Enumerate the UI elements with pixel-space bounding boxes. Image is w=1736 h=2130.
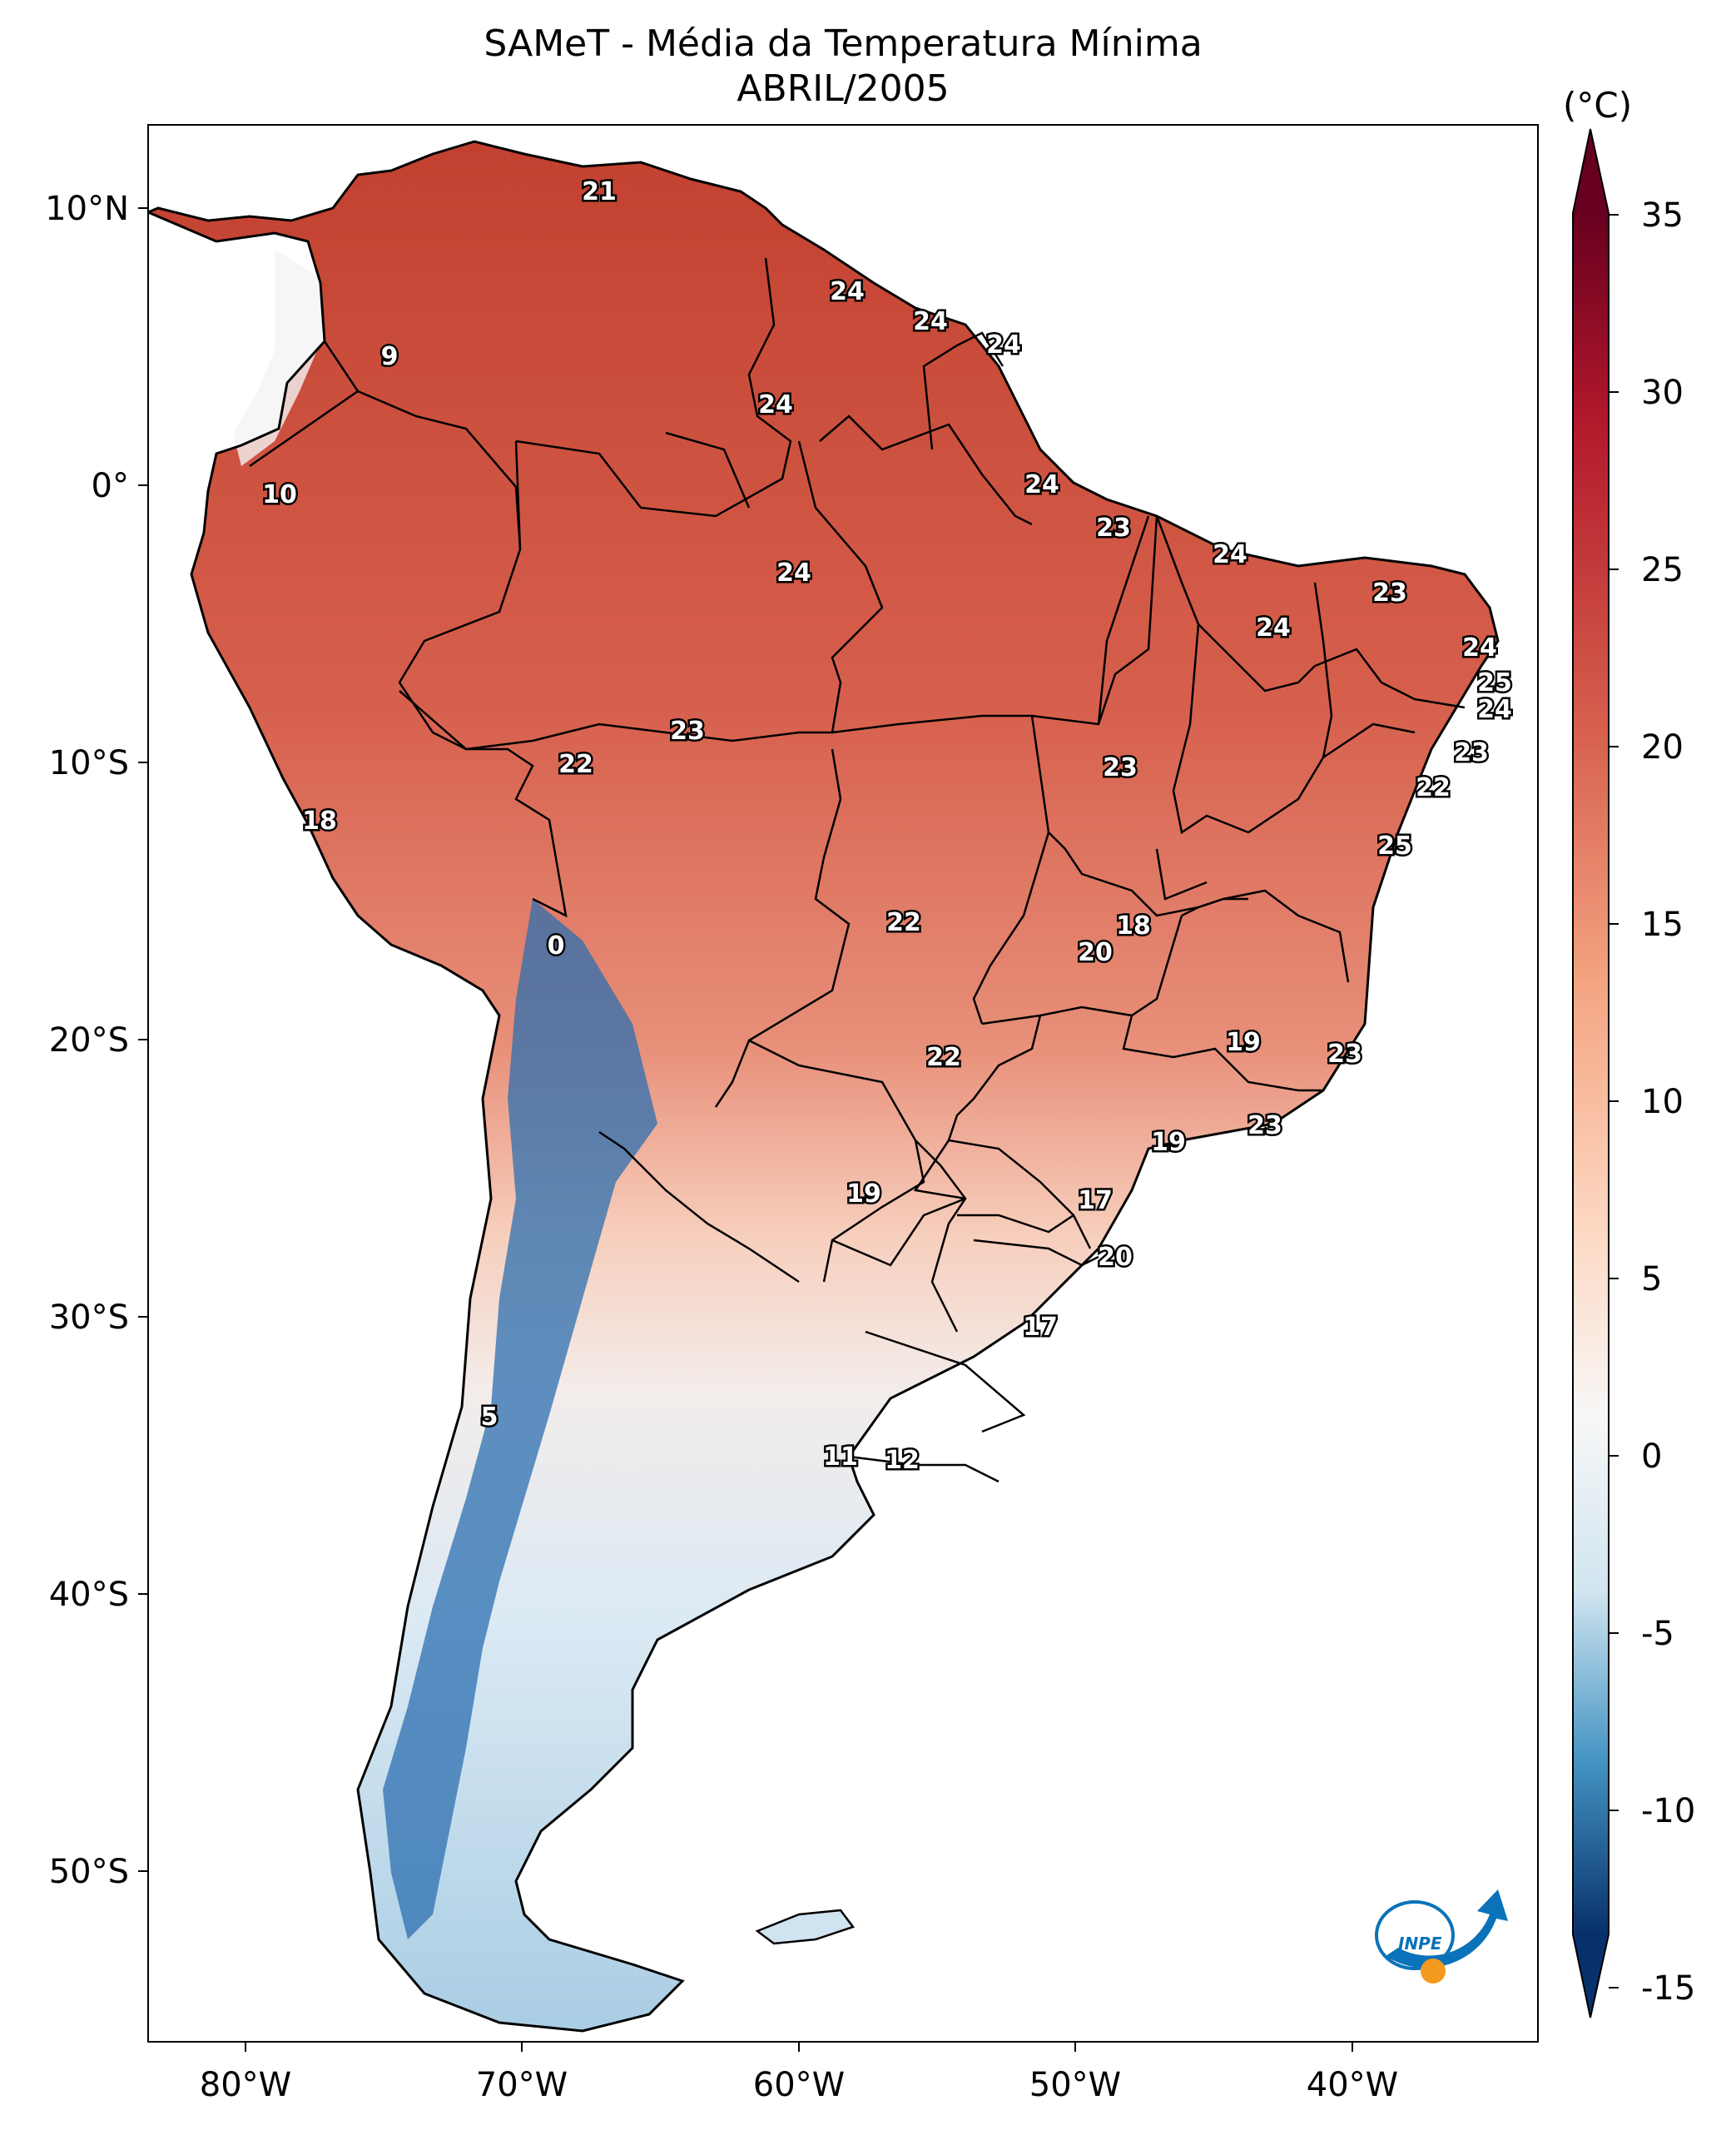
political-borders [249,257,1466,1483]
value-label: 25 [1477,668,1512,698]
value-label: 25 [1377,832,1412,861]
value-label: 23 [1247,1111,1282,1140]
colorbar-tick-label: 30 [1641,374,1684,412]
value-label: 18 [1116,911,1151,941]
value-label: 12 [885,1446,920,1475]
lat-tick-label: 0° [92,467,129,505]
lon-tick-label: 40°W [1307,2066,1398,2104]
value-label: 22 [926,1043,961,1072]
value-label: 24 [913,307,948,336]
value-label: 5 [481,1403,498,1432]
value-label: 23 [670,717,705,746]
value-label: 19 [1226,1028,1261,1057]
value-label: 24 [1024,470,1059,499]
colorbar-tick-label: 5 [1641,1260,1662,1298]
colorbar-tick-label: 0 [1641,1437,1662,1476]
value-labels: 21 24 24 24 24 9 10 24 24 23 24 23 24 24… [260,176,1515,1477]
colorbar-tick-label: -5 [1641,1615,1674,1653]
colorbar-bottom-arrow [1573,1934,1609,2018]
temperature-field: 21 24 24 24 24 9 10 24 24 23 24 23 24 24… [148,140,1515,2033]
colorbar-tick-label: 35 [1641,196,1684,235]
lon-tick-label: 80°W [200,2066,291,2104]
colorbar: 35 30 25 20 15 10 5 0 -5 -10 -15 [1572,128,1695,2018]
value-label: 0 [548,931,565,961]
colorbar-tick-label: -15 [1641,1969,1695,2008]
lon-tick-label: 50°W [1029,2066,1121,2104]
value-label: 24 [1213,540,1247,569]
value-label: 17 [1078,1186,1113,1215]
colorbar-tick-label: 15 [1641,906,1684,944]
value-label: 24 [830,277,865,306]
colorbar-tick-label: -10 [1641,1792,1695,1830]
lat-tick-label: 20°S [49,1021,129,1060]
colorbar-tick-label: 10 [1641,1083,1684,1121]
value-label: 23 [1372,578,1407,608]
logo-text: INPE [1398,1934,1442,1954]
value-label: 22 [886,908,921,937]
value-label: 11 [823,1442,858,1472]
value-label: 20 [1098,1243,1133,1272]
value-label: 9 [381,342,399,371]
value-label: 23 [1327,1040,1362,1069]
value-label: 23 [1103,753,1138,782]
value-label: 18 [302,807,337,836]
longitude-axis: 80°W 70°W 60°W 50°W 40°W [200,2042,1398,2104]
lat-tick-label: 10°S [49,744,129,782]
value-label: 22 [1416,773,1451,802]
colorbar-unit: (°C) [1563,85,1633,126]
lat-tick-label: 50°S [49,1853,129,1891]
lat-tick-label: 10°N [45,190,129,228]
colorbar-top-arrow [1573,129,1609,213]
colorbar-tick-label: 20 [1641,728,1684,767]
lon-tick-label: 70°W [476,2066,568,2104]
value-label: 19 [1151,1128,1186,1157]
value-label: 22 [558,750,593,779]
colorbar-scale [1573,213,1609,1934]
value-label: 20 [1078,938,1113,967]
lat-tick-label: 40°S [49,1576,129,1614]
map-subtitle: ABRIL/2005 [737,67,950,110]
value-label: 19 [846,1179,881,1209]
lat-tick-label: 30°S [49,1298,129,1337]
value-label: 24 [1462,633,1497,663]
value-label: 17 [1023,1313,1058,1342]
map-title: SAMeT - Média da Temperatura Mínima [484,22,1203,65]
value-label: 24 [758,390,793,420]
value-label: 21 [582,177,617,206]
colorbar-tick-label: 25 [1641,551,1684,589]
value-label: 23 [1454,738,1489,767]
inpe-logo: INPE [1375,1889,1508,1984]
value-label: 23 [1096,514,1131,543]
value-label: 24 [1477,695,1512,724]
latitude-axis: 10°N 0° 10°S 20°S 30°S 40°S 50°S [45,190,148,1891]
value-label: 10 [262,480,297,509]
lon-tick-label: 60°W [753,2066,845,2104]
value-label: 24 [986,330,1021,360]
value-label: 24 [1256,613,1291,643]
value-label: 24 [776,559,811,588]
